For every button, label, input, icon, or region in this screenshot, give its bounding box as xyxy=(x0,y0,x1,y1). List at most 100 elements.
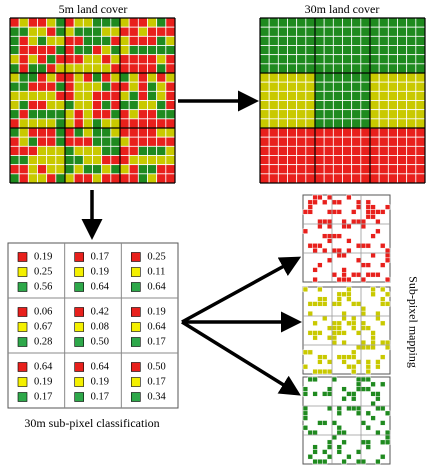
pixel xyxy=(314,145,325,156)
pixel xyxy=(268,164,279,175)
pixel xyxy=(397,35,408,46)
pixel xyxy=(369,63,380,74)
pixel xyxy=(287,81,298,92)
pixel xyxy=(296,45,307,56)
pixel xyxy=(384,434,391,441)
pixel xyxy=(380,339,386,346)
pixel xyxy=(287,26,298,37)
pixel xyxy=(314,26,325,37)
pixel xyxy=(384,429,391,436)
pixel xyxy=(27,26,38,37)
pixel xyxy=(73,109,84,120)
pixel xyxy=(268,45,279,56)
pixel xyxy=(360,81,371,92)
legend-swatch xyxy=(74,362,84,372)
pixel xyxy=(351,45,362,56)
pixel xyxy=(415,109,426,120)
pixel xyxy=(387,72,398,83)
pixel xyxy=(82,26,93,37)
pixel xyxy=(92,109,103,120)
pixel xyxy=(346,391,352,397)
pixel xyxy=(156,81,167,92)
pixel xyxy=(369,90,380,101)
pixel xyxy=(307,349,313,355)
pixel xyxy=(165,17,176,28)
pixel xyxy=(369,173,380,184)
pixel xyxy=(37,72,48,83)
pixel xyxy=(314,118,325,129)
pixel xyxy=(37,35,48,46)
pixel xyxy=(378,155,389,166)
pixel xyxy=(268,173,279,184)
pixel xyxy=(351,315,357,322)
pixel xyxy=(277,54,288,65)
pixel xyxy=(259,173,270,184)
pixel xyxy=(110,81,121,92)
pixel xyxy=(369,100,380,111)
pixel xyxy=(336,429,342,436)
pixel xyxy=(64,90,75,101)
fraction: 0.28 xyxy=(34,336,52,347)
pixel xyxy=(378,127,389,138)
pixel xyxy=(37,100,48,111)
pixel xyxy=(305,26,316,37)
pixel xyxy=(397,127,408,138)
fraction: 0.64 xyxy=(147,321,166,332)
pixel xyxy=(317,286,323,293)
pixel xyxy=(406,145,417,156)
pixel xyxy=(64,72,75,83)
pixel xyxy=(355,386,362,392)
pixel xyxy=(92,155,103,166)
pixel xyxy=(302,228,309,234)
pixel xyxy=(378,72,389,83)
pixel xyxy=(55,90,66,101)
pixel xyxy=(64,100,75,111)
pixel xyxy=(322,247,328,254)
fraction: 0.19 xyxy=(34,251,52,262)
pixel xyxy=(323,90,334,101)
pixel xyxy=(323,72,334,83)
legend-swatch xyxy=(74,307,84,317)
pixel xyxy=(326,386,333,392)
pixel xyxy=(351,218,357,225)
pixel xyxy=(296,173,307,184)
pixel xyxy=(27,45,38,56)
legend-swatch xyxy=(131,267,141,277)
pixel xyxy=(351,320,357,326)
pixel xyxy=(323,145,334,156)
pixel xyxy=(46,100,57,111)
pixel xyxy=(82,100,93,111)
pixel xyxy=(147,100,158,111)
pixel xyxy=(314,173,325,184)
pixel xyxy=(156,145,167,156)
fraction: 0.42 xyxy=(91,306,109,317)
pixel xyxy=(9,109,20,120)
pixel xyxy=(101,173,112,184)
pixel xyxy=(314,72,325,83)
pixel xyxy=(336,296,342,302)
pixel xyxy=(323,109,334,120)
pixel xyxy=(147,145,158,156)
pixel xyxy=(351,145,362,156)
pixel xyxy=(387,100,398,111)
pixel xyxy=(375,310,381,317)
pixel xyxy=(27,155,38,166)
pixel xyxy=(351,26,362,37)
pixel xyxy=(296,72,307,83)
pixel xyxy=(415,45,426,56)
pixel xyxy=(346,276,352,283)
pixel xyxy=(110,100,121,111)
pixel xyxy=(259,145,270,156)
fraction: 0.50 xyxy=(147,361,165,372)
pixel xyxy=(369,127,380,138)
pixel xyxy=(307,376,313,383)
pixel xyxy=(9,173,20,184)
pixel xyxy=(55,26,66,37)
pixel xyxy=(351,272,357,278)
pixel xyxy=(369,118,380,129)
pixel xyxy=(336,320,342,326)
pixel xyxy=(336,199,342,205)
pixel xyxy=(156,155,167,166)
pixel xyxy=(380,354,386,360)
pixel xyxy=(18,26,29,37)
